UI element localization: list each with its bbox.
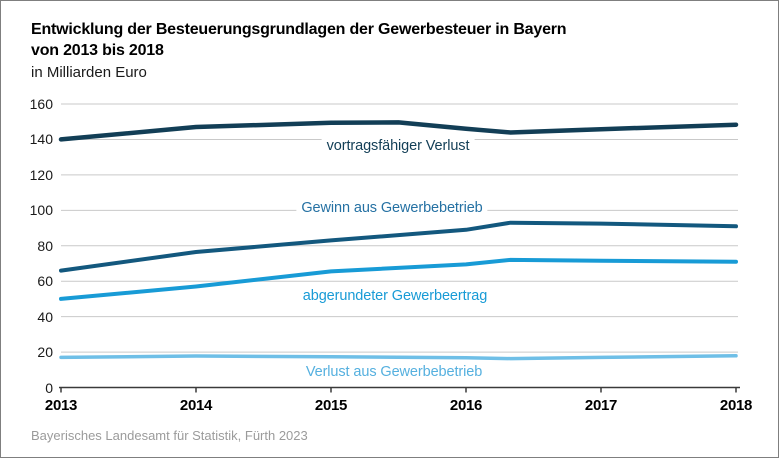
series-line-3	[59, 257, 738, 301]
x-tick-label: 2015	[314, 397, 348, 414]
y-tick-label: 80	[37, 237, 53, 254]
series-label-1: vortragsfähiger Verlust	[321, 137, 475, 155]
chart-title-line1: Entwicklung der Besteuerungsgrundlagen d…	[31, 21, 567, 38]
x-tick-label: 2013	[44, 397, 78, 414]
y-tick-label: 20	[37, 344, 53, 361]
y-tick-label: 100	[29, 202, 53, 219]
y-tick-label: 160	[29, 96, 53, 112]
chart-subtitle: in Milliarden Euro	[31, 64, 147, 81]
series-line-1	[58, 120, 739, 142]
chart-title-line2: von 2013 bis 2018	[31, 42, 164, 59]
x-tick-label: 2018	[719, 397, 753, 414]
series-label-4: Verlust aus Gewerbebetrieb	[300, 363, 488, 381]
y-tick-label: 40	[37, 308, 53, 325]
y-tick-label: 0	[45, 379, 53, 396]
x-tick-label: 2017	[584, 397, 618, 414]
x-tick-label: 2016	[449, 397, 483, 414]
x-tick-label: 2014	[179, 397, 213, 414]
series-line-2	[59, 220, 738, 273]
y-tick-label: 120	[29, 166, 53, 183]
source-note: Bayerisches Landesamt für Statistik, Für…	[31, 428, 308, 443]
y-tick-label: 140	[29, 131, 53, 148]
title-block: Entwicklung der Besteuerungsgrundlagen d…	[31, 19, 567, 83]
series-label-2: Gewinn aus Gewerbebetrieb	[296, 199, 488, 217]
y-tick-label: 60	[37, 273, 53, 290]
series-label-3: abgerundeter Gewerbeertrag	[297, 287, 493, 305]
series-line-4	[59, 354, 738, 361]
